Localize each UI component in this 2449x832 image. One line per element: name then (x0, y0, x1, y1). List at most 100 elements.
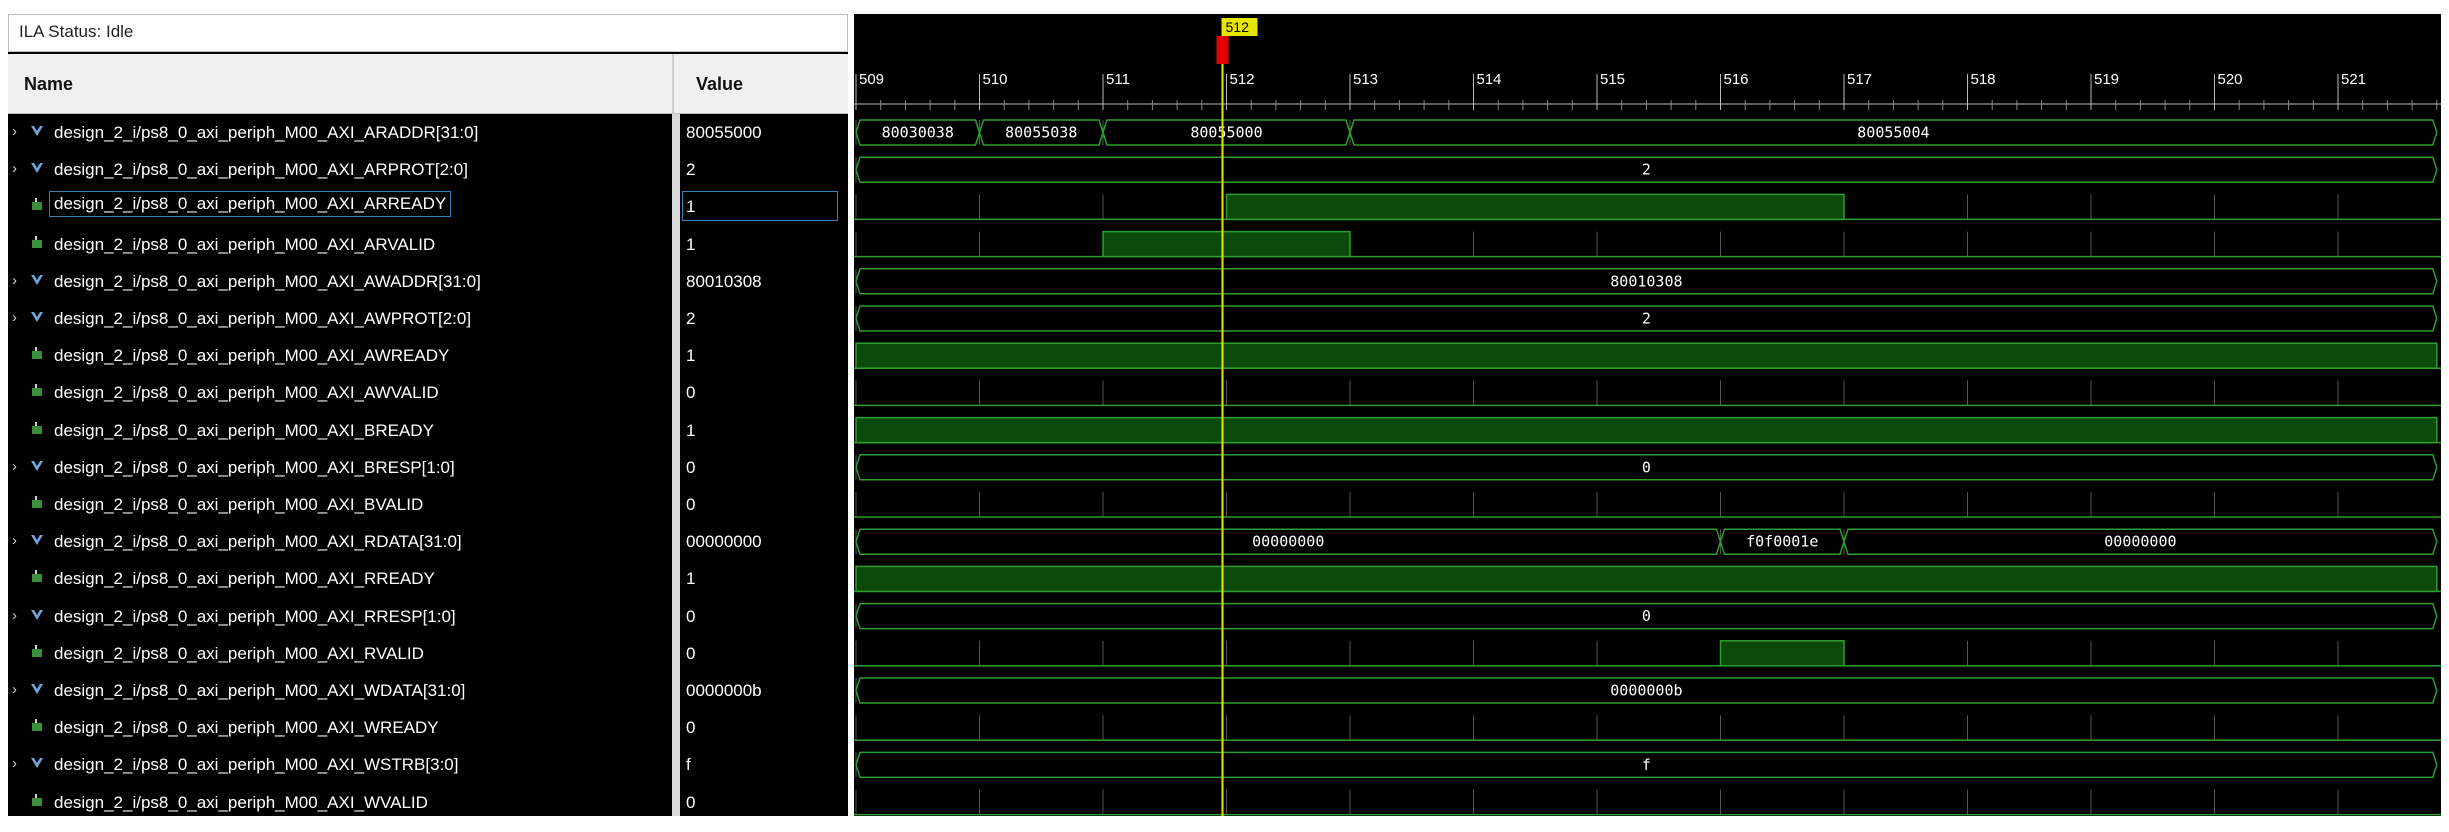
signal-row[interactable]: design_2_i/ps8_0_axi_periph_M00_AXI_WVAL… (8, 784, 848, 821)
expand-chevron-icon[interactable]: › (12, 532, 17, 550)
timeline-tick-label: 512 (1230, 71, 1255, 88)
signal-row[interactable]: design_2_i/ps8_0_axi_periph_M00_AXI_ARRE… (8, 188, 848, 225)
signal-row[interactable]: design_2_i/ps8_0_axi_periph_M00_AXI_ARVA… (8, 226, 848, 263)
expand-chevron-icon[interactable]: › (12, 123, 17, 140)
timeline-tick-label: 519 (2094, 71, 2119, 88)
signal-name: design_2_i/ps8_0_axi_periph_M00_AXI_BREA… (54, 420, 434, 440)
bus-value-label: 0000000b (1610, 682, 1682, 700)
bit-icon (30, 793, 44, 809)
bus-value-label: 80055004 (1857, 124, 1929, 142)
bus-segment (855, 677, 2438, 704)
expand-chevron-icon[interactable]: › (12, 606, 17, 624)
signal-row[interactable]: › design_2_i/ps8_0_axi_periph_M00_AXI_BRE… (8, 449, 848, 486)
signal-row[interactable]: design_2_i/ps8_0_axi_periph_M00_AXI_WREA… (8, 709, 848, 746)
timeline-tick-label: 521 (2341, 71, 2366, 88)
ila-status-value: Idle (105, 22, 134, 41)
column-divider-handle[interactable] (672, 114, 680, 816)
selected-value-box (682, 191, 838, 222)
bus-segment (855, 268, 2438, 295)
signal-value: 80010308 (686, 271, 762, 291)
timeline-tick-label: 510 (983, 71, 1008, 88)
signal-row[interactable]: › design_2_i/ps8_0_axi_periph_M00_AXI_WST… (8, 746, 848, 783)
signal-row[interactable]: › design_2_i/ps8_0_axi_periph_M00_AXI_RRE… (8, 598, 848, 635)
bus-segment (855, 156, 2438, 183)
signal-row[interactable]: design_2_i/ps8_0_axi_periph_M00_AXI_BVAL… (8, 486, 848, 523)
signal-name: design_2_i/ps8_0_axi_periph_M00_AXI_WSTR… (54, 755, 459, 775)
cursor-label: 512 (1226, 19, 1250, 35)
bus-icon (30, 755, 44, 771)
signal-row[interactable]: design_2_i/ps8_0_axi_periph_M00_AXI_AWVA… (8, 374, 848, 411)
expand-chevron-icon[interactable]: › (12, 457, 17, 475)
bit-high-pulse (1719, 640, 1845, 667)
bus-segment (855, 751, 2438, 779)
signal-value: 0 (686, 383, 696, 403)
signal-value: 1 (686, 569, 696, 589)
bus-segment (1349, 119, 2438, 146)
bus-value-label: 00000000 (1252, 533, 1324, 551)
signal-value: f (686, 755, 691, 775)
bus-value-label: f0f0001e (1746, 533, 1818, 551)
bus-value-label: 2 (1642, 310, 1651, 328)
expand-chevron-icon[interactable]: › (12, 755, 17, 773)
signal-row[interactable]: › design_2_i/ps8_0_axi_periph_M00_AXI_RDA… (8, 523, 848, 560)
signal-row[interactable]: design_2_i/ps8_0_axi_periph_M00_AXI_BREA… (8, 412, 848, 449)
timeline-tick-label: 509 (859, 71, 884, 88)
timeline-tick-label: 515 (1600, 71, 1625, 88)
expand-chevron-icon[interactable]: › (12, 309, 17, 326)
signal-value: 80055000 (686, 123, 762, 142)
timeline-tick-label: 511 (1106, 71, 1130, 88)
bus-segment (1102, 119, 1351, 146)
bit-icon (30, 197, 44, 213)
column-divider[interactable] (672, 54, 674, 114)
bus-icon (30, 458, 44, 474)
signal-row[interactable]: design_2_i/ps8_0_axi_periph_M00_AXI_AWRE… (8, 337, 848, 374)
bit-high-pulse (855, 416, 2438, 444)
signal-value: 0 (686, 643, 696, 663)
signal-row[interactable]: › design_2_i/ps8_0_axi_periph_M00_AXI_WDA… (8, 672, 848, 709)
bit-icon (30, 569, 44, 585)
bus-segment (978, 119, 1104, 146)
signal-name: design_2_i/ps8_0_axi_periph_M00_AXI_WDAT… (54, 681, 466, 700)
bus-segment (855, 602, 2438, 630)
signal-list-panel: ILA Status: Idle Name Value › design_2_i/… (8, 14, 848, 816)
bus-value-label: 80010308 (1610, 272, 1682, 290)
bus-value-label: 80055000 (1190, 124, 1262, 142)
bit-high-pulse (1102, 230, 1351, 258)
signal-row[interactable]: › design_2_i/ps8_0_axi_periph_M00_AXI_ARA… (8, 114, 848, 151)
bit-icon (30, 346, 44, 362)
signal-value: 1 (686, 234, 696, 254)
bit-high-pulse (855, 565, 2438, 593)
signal-row[interactable]: › design_2_i/ps8_0_axi_periph_M00_AXI_AWP… (8, 300, 848, 337)
expand-chevron-icon[interactable]: › (12, 160, 17, 178)
bus-icon (30, 272, 44, 288)
signal-row[interactable]: design_2_i/ps8_0_axi_periph_M00_AXI_RVAL… (8, 635, 848, 672)
value-column-header[interactable]: Value (696, 74, 744, 94)
signal-row[interactable]: › design_2_i/ps8_0_axi_periph_M00_AXI_ARP… (8, 151, 848, 188)
bus-value-label: 0 (1642, 458, 1651, 476)
bit-icon (30, 235, 44, 251)
signal-name: design_2_i/ps8_0_axi_periph_M00_AXI_AWRE… (54, 346, 450, 366)
signal-name: design_2_i/ps8_0_axi_periph_M00_AXI_RDAT… (54, 532, 462, 552)
signal-value: 2 (686, 309, 696, 328)
signal-row[interactable]: design_2_i/ps8_0_axi_periph_M00_AXI_RREA… (8, 560, 848, 597)
timeline-tick-label: 513 (1353, 71, 1378, 88)
signal-name: design_2_i/ps8_0_axi_periph_M00_AXI_ARVA… (54, 234, 436, 254)
timeline-header (854, 14, 2441, 114)
expand-chevron-icon[interactable]: › (12, 271, 17, 289)
bus-icon (30, 681, 44, 697)
bus-segment (855, 305, 2438, 332)
bus-value-label: 2 (1642, 161, 1651, 179)
signal-name: design_2_i/ps8_0_axi_periph_M00_AXI_RVAL… (54, 643, 424, 663)
waveform-canvas[interactable]: 509 510 511 512 513 514 515 516 517 518 519 520 521 8… (854, 14, 2441, 816)
signal-value: 0 (686, 792, 696, 812)
cursor-marker (1216, 36, 1229, 64)
name-column-header[interactable]: Name (24, 74, 74, 94)
signal-name: design_2_i/ps8_0_axi_periph_M00_AXI_BVAL… (54, 495, 424, 514)
expand-chevron-icon[interactable]: › (12, 681, 17, 698)
waveform-panel[interactable]: 509 510 511 512 513 514 515 516 517 518 519 520 521 8… (854, 14, 2441, 816)
bit-icon (30, 718, 44, 734)
signal-name: design_2_i/ps8_0_axi_periph_M00_AXI_ARRE… (48, 191, 452, 218)
signal-row[interactable]: › design_2_i/ps8_0_axi_periph_M00_AXI_AWA… (8, 263, 848, 300)
signal-name: design_2_i/ps8_0_axi_periph_M00_AXI_RREA… (54, 569, 435, 589)
ila-status-bar: ILA Status: Idle (8, 14, 848, 52)
